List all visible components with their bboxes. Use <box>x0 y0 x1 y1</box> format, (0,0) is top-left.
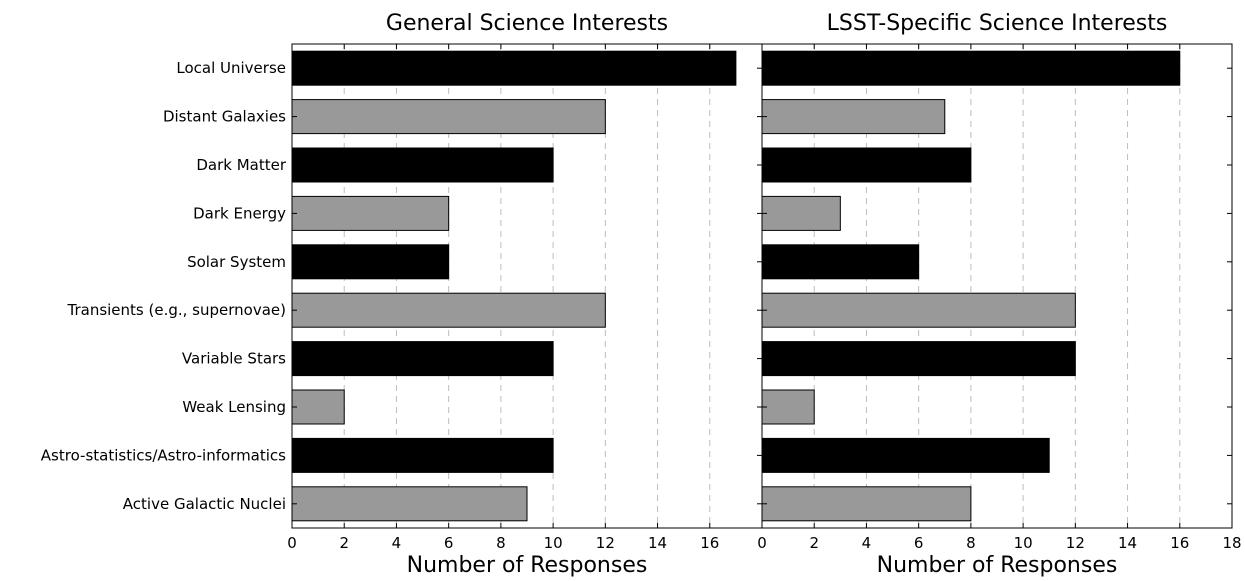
bar-variable-stars <box>761 341 1076 377</box>
x-tick-label: 10 <box>1014 534 1033 552</box>
x-tick-label: 0 <box>287 534 297 552</box>
bar-local-universe <box>761 50 1181 86</box>
bar-variable-stars <box>291 341 554 377</box>
bar-dark-matter <box>291 147 554 183</box>
bar-dark-matter <box>761 147 972 183</box>
bar-transients-e-g-supernovae <box>291 292 606 328</box>
bar-active-galactic-nuclei <box>761 486 972 522</box>
category-label: Local Universe <box>176 59 286 77</box>
bar-dark-energy <box>291 195 450 231</box>
x-tick-label: 4 <box>392 534 402 552</box>
bar-local-universe <box>291 50 737 86</box>
bar-distant-galaxies <box>761 99 946 135</box>
bar-transients-e-g-supernovae <box>761 292 1076 328</box>
bar-distant-galaxies <box>291 99 606 135</box>
x-tick-label: 18 <box>1222 534 1241 552</box>
category-label: Weak Lensing <box>182 398 286 416</box>
chart-title: LSST-Specific Science Interests <box>827 11 1168 36</box>
x-tick-label: 16 <box>700 534 719 552</box>
axes-frame <box>761 43 1233 529</box>
bar-dark-energy <box>761 195 841 231</box>
x-tick-label: 4 <box>862 534 872 552</box>
bar-solar-system <box>291 244 450 280</box>
x-axis-label: Number of Responses <box>877 553 1118 577</box>
x-tick-label: 6 <box>914 534 924 552</box>
chart-title: General Science Interests <box>386 11 668 36</box>
x-tick-label: 16 <box>1170 534 1189 552</box>
bar-active-galactic-nuclei <box>291 486 528 522</box>
category-label: Astro-statistics/Astro-informatics <box>41 446 286 464</box>
x-axis-label: Number of Responses <box>407 553 648 577</box>
chart-panel-1: Local Universe Distant Galaxies Dark Matte… <box>41 11 763 578</box>
bar-weak-lensing <box>291 389 345 425</box>
x-tick-label: 8 <box>966 534 976 552</box>
category-label: Variable Stars <box>182 350 286 368</box>
x-tick-label: 2 <box>339 534 349 552</box>
x-tick-label: 8 <box>496 534 506 552</box>
x-tick-label: 14 <box>1118 534 1137 552</box>
x-tick-label: 12 <box>596 534 615 552</box>
x-tick-label: 14 <box>648 534 667 552</box>
x-tick-label: 2 <box>809 534 819 552</box>
category-label: Active Galactic Nuclei <box>123 495 286 513</box>
x-tick-label: 10 <box>544 534 563 552</box>
x-tick-label: 12 <box>1066 534 1085 552</box>
bar-astro-statistics-astro-informatics <box>291 437 554 473</box>
bar-astro-statistics-astro-informatics <box>761 437 1050 473</box>
category-label: Solar System <box>187 253 286 271</box>
category-label: Dark Matter <box>196 156 286 174</box>
category-label: Dark Energy <box>193 204 286 222</box>
category-label: Transients (e.g., supernovae) <box>67 301 287 319</box>
x-tick-label: 0 <box>757 534 767 552</box>
bar-solar-system <box>761 244 920 280</box>
chart-panel-2: 0 2 4 6 8 10 12 14 16 18 LSST-Specific Science Int… <box>757 11 1241 578</box>
bar-weak-lensing <box>761 389 815 425</box>
x-tick-label: 6 <box>444 534 454 552</box>
category-label: Distant Galaxies <box>163 108 286 126</box>
